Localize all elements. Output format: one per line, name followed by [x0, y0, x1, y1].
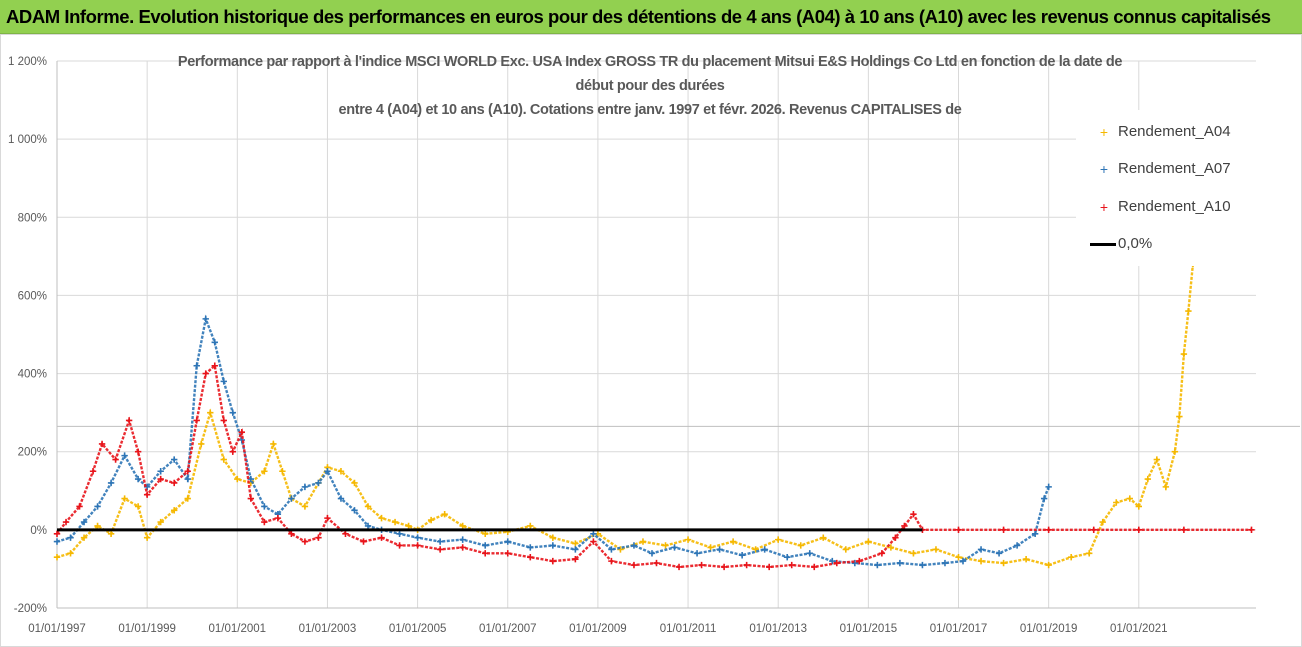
data-point — [157, 518, 164, 526]
data-point — [80, 518, 88, 526]
legend-marker-a04: + — [1099, 124, 1109, 140]
series-trail — [56, 363, 1252, 569]
legend-item-zero: 0,0% — [1090, 234, 1260, 254]
legend-label-a07: Rendement_A07 — [1118, 160, 1231, 177]
x-tick-label: 01/01/2015 — [840, 623, 898, 635]
series-trail — [56, 264, 1195, 567]
y-tick-label: 600% — [18, 290, 47, 302]
series-rendement_a04 — [53, 260, 1197, 569]
legend-marker-a07: + — [1099, 161, 1109, 177]
report-banner: ADAM Informe. Evolution historique des p… — [0, 0, 1302, 34]
x-tick-label: 01/01/2021 — [1110, 623, 1168, 635]
y-tick-label: 1 000% — [8, 134, 47, 146]
y-tick-label: 1 200% — [8, 56, 47, 68]
legend-label-zero: 0,0% — [1118, 235, 1153, 252]
x-tick-label: 01/01/2017 — [930, 623, 988, 635]
x-tick-label: 01/01/2019 — [1020, 623, 1078, 635]
legend-label-a04: Rendement_A04 — [1118, 123, 1231, 140]
series-trail — [56, 314, 1050, 567]
data-point — [901, 522, 908, 530]
legend-label-a10: Rendement_A10 — [1118, 198, 1231, 215]
data-point — [892, 534, 899, 541]
legend-item-a07: + Rendement_A07 — [1090, 159, 1260, 179]
chart-legend: + Rendement_A04 + Rendement_A07 + Rendem… — [1076, 110, 1264, 266]
series-rendement_a10 — [53, 362, 1255, 571]
y-tick-label: -200% — [14, 603, 47, 615]
x-tick-label: 01/01/2003 — [299, 623, 357, 635]
y-tick-label: 200% — [18, 447, 47, 459]
legend-item-a10: + Rendement_A10 — [1090, 197, 1260, 217]
y-tick-label: 800% — [18, 212, 47, 224]
x-tick-label: 01/01/2007 — [479, 623, 537, 635]
chart-title-line-1: Performance par rapport à l'indice MSCI … — [177, 54, 1123, 70]
x-tick-label: 01/01/2013 — [749, 623, 807, 635]
legend-item-a04: + Rendement_A04 — [1090, 122, 1260, 142]
chart-title: Performance par rapport à l'indice MSCI … — [140, 50, 1160, 122]
legend-line-zero — [1090, 243, 1116, 246]
series-rendement_a07 — [53, 314, 1052, 569]
y-tick-label: 400% — [18, 369, 47, 381]
x-tick-label: 01/01/2001 — [209, 623, 267, 635]
x-tick-label: 01/01/2011 — [660, 623, 717, 635]
legend-marker-a10: + — [1099, 199, 1109, 215]
data-point — [80, 534, 88, 541]
x-tick-label: 01/01/2009 — [569, 623, 627, 635]
chart-title-line-3: entre 4 (A04) et 10 ans (A10). Cotations… — [338, 102, 962, 118]
x-tick-label: 01/01/1999 — [118, 623, 176, 635]
banner-title: ADAM Informe. Evolution historique des p… — [6, 6, 1271, 27]
x-tick-label: 01/01/2005 — [389, 623, 447, 635]
chart-title-line-2: début pour des durées — [575, 78, 725, 94]
x-tick-label: 01/01/1997 — [28, 623, 86, 635]
data-point — [170, 507, 178, 514]
y-tick-label: 0% — [30, 525, 47, 537]
